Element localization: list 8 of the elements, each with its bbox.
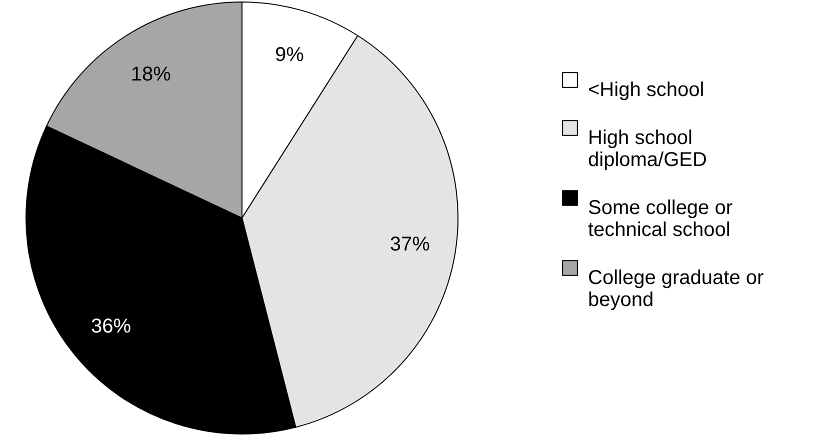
data-label: 36% — [90, 315, 132, 338]
data-label: 9% — [274, 44, 304, 66]
legend-label: College graduate or beyond — [588, 267, 764, 311]
legend-label: Some college or technical school — [588, 197, 733, 241]
legend-label: <High school — [588, 79, 704, 101]
data-label: 18% — [130, 63, 172, 86]
legend-label: High school diploma/GED — [588, 127, 707, 171]
data-label: 37% — [390, 234, 430, 256]
